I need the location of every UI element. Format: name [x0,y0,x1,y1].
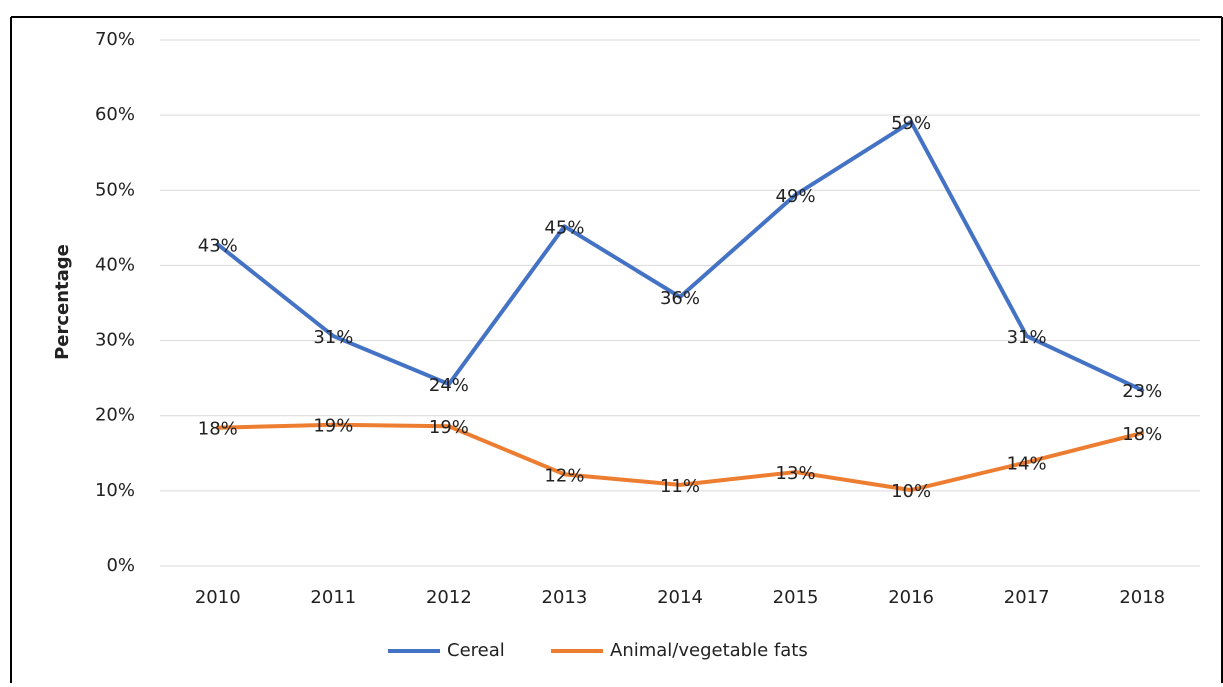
y-tick-label: 10% [95,480,135,501]
y-tick-label: 40% [95,254,135,275]
data-label: 24% [429,375,469,396]
x-tick-label: 2015 [773,587,819,608]
series-line [215,422,1145,493]
data-label: 18% [198,419,238,440]
data-label: 13% [776,463,816,484]
x-tick-label: 2012 [426,587,472,608]
y-axis-label: Percentage [52,244,73,360]
data-label: 23% [1122,381,1162,402]
legend-label: Cereal [447,640,505,661]
data-label: 59% [891,113,931,134]
data-label: 31% [313,327,353,348]
data-label: 49% [776,186,816,207]
x-tick-label: 2017 [1004,587,1050,608]
y-tick-label: 0% [106,555,135,576]
x-tick-label: 2018 [1119,587,1165,608]
y-tick-label: 50% [95,179,135,200]
data-label: 36% [660,288,700,309]
data-label: 43% [198,235,238,256]
y-tick-label: 30% [95,330,135,351]
x-tick-label: 2013 [542,587,588,608]
data-label: 18% [1122,424,1162,445]
x-tick-label: 2016 [888,587,934,608]
x-tick-label: 2010 [195,587,241,608]
series-line [215,119,1145,393]
data-label: 14% [1007,453,1047,474]
y-tick-label: 70% [95,29,135,50]
data-label: 19% [429,417,469,438]
legend-label: Animal/vegetable fats [610,640,808,661]
y-tick-label: 60% [95,104,135,125]
data-label: 31% [1007,327,1047,348]
x-tick-label: 2014 [657,587,703,608]
data-label: 45% [544,217,584,238]
data-label: 10% [891,481,931,502]
y-tick-label: 20% [95,405,135,426]
x-tick-label: 2011 [310,587,356,608]
data-label: 11% [660,476,700,497]
data-label: 19% [313,416,353,437]
data-label: 12% [544,465,584,486]
